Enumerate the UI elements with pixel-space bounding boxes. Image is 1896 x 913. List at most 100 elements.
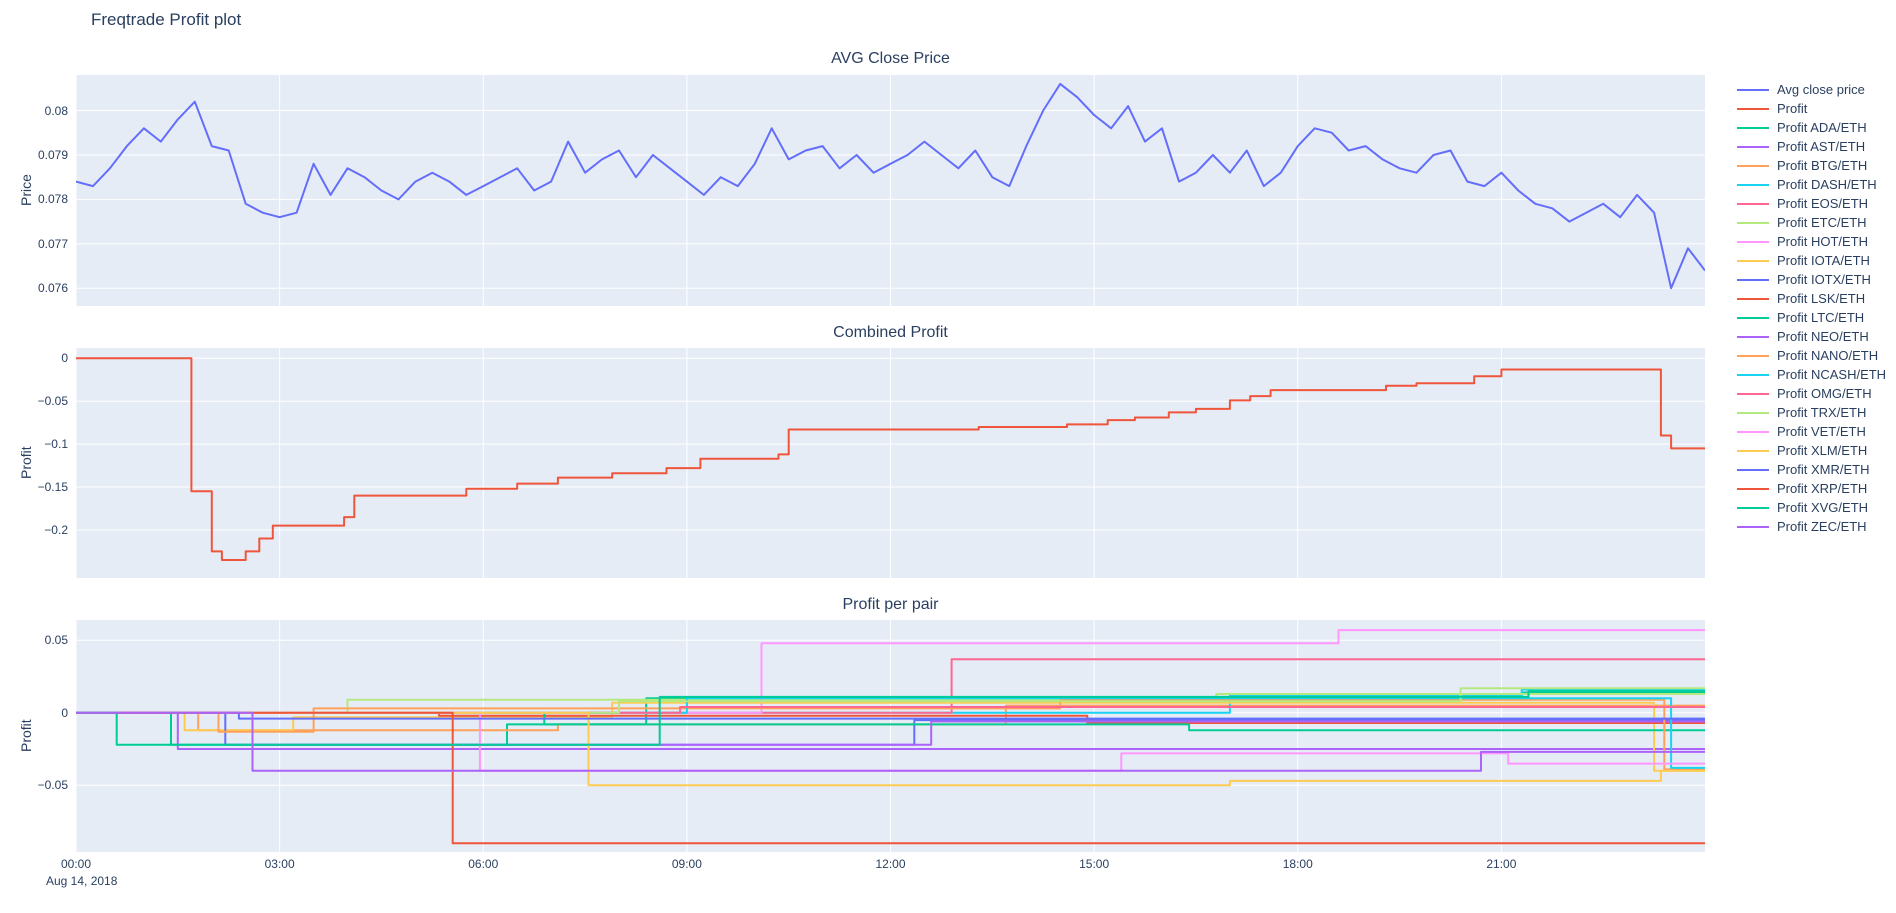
legend-item-profit-zec-eth[interactable]: Profit ZEC/ETH bbox=[1737, 517, 1886, 536]
y-tick-label: 0.077 bbox=[37, 236, 68, 251]
series-line-profit-xrp-eth bbox=[76, 711, 1705, 845]
legend-item-profit-iotx-eth[interactable]: Profit IOTX/ETH bbox=[1737, 270, 1886, 289]
legend-color-line bbox=[1737, 392, 1769, 395]
x-tick-label: 15:00 bbox=[1079, 857, 1110, 871]
legend-item-profit-ncash-eth[interactable]: Profit NCASH/ETH bbox=[1737, 365, 1886, 384]
legend-item-profit-vet-eth[interactable]: Profit VET/ETH bbox=[1737, 422, 1886, 441]
legend-item-profit-xvg-eth[interactable]: Profit XVG/ETH bbox=[1737, 498, 1886, 517]
legend-item-profit-nano-eth[interactable]: Profit NANO/ETH bbox=[1737, 346, 1886, 365]
legend-item-profit-btg-eth[interactable]: Profit BTG/ETH bbox=[1737, 156, 1886, 175]
y-tick-label: 0.08 bbox=[44, 103, 68, 118]
legend-label: Profit TRX/ETH bbox=[1777, 405, 1867, 420]
legend-item-profit-iota-eth[interactable]: Profit IOTA/ETH bbox=[1737, 251, 1886, 270]
legend-color-line bbox=[1737, 297, 1769, 300]
y-tick-label: 0 bbox=[61, 705, 68, 720]
x-axis-date-label: Aug 14, 2018 bbox=[46, 874, 118, 888]
legend-label: Profit LTC/ETH bbox=[1777, 310, 1865, 325]
legend-color-line bbox=[1737, 183, 1769, 186]
legend-label: Profit NCASH/ETH bbox=[1777, 367, 1887, 382]
legend-item-profit-hot-eth[interactable]: Profit HOT/ETH bbox=[1737, 232, 1886, 251]
legend-color-line bbox=[1737, 259, 1769, 262]
legend-item-avg-close-price[interactable]: Avg close price bbox=[1737, 80, 1886, 99]
series-line-profit-xvg-eth bbox=[76, 690, 1705, 746]
legend-item-profit-xrp-eth[interactable]: Profit XRP/ETH bbox=[1737, 479, 1886, 498]
y-tick-label: −0.1 bbox=[44, 437, 68, 452]
legend-item-profit-trx-eth[interactable]: Profit TRX/ETH bbox=[1737, 403, 1886, 422]
legend-color-line bbox=[1737, 487, 1769, 490]
legend-item-profit-ada-eth[interactable]: Profit ADA/ETH bbox=[1737, 118, 1886, 137]
avg-close-price-plot-area[interactable] bbox=[76, 75, 1705, 306]
legend-color-line bbox=[1737, 411, 1769, 414]
series-line-profit-dash-eth bbox=[76, 688, 1705, 714]
legend-label: Profit LSK/ETH bbox=[1777, 291, 1866, 306]
legend-item-profit[interactable]: Profit bbox=[1737, 99, 1886, 118]
x-tick-label: 21:00 bbox=[1486, 857, 1517, 871]
legend-label: Profit IOTA/ETH bbox=[1777, 253, 1870, 268]
legend-color-line bbox=[1737, 525, 1769, 528]
y-axis-title-profit-pairs: Profit bbox=[18, 719, 34, 753]
plot-canvas-avg-close-price[interactable] bbox=[76, 75, 1705, 306]
series-line-profit-xlm-eth bbox=[76, 711, 1705, 787]
plot-canvas-combined-profit[interactable] bbox=[76, 348, 1705, 578]
legend-item-profit-omg-eth[interactable]: Profit OMG/ETH bbox=[1737, 384, 1886, 403]
figure-title: Freqtrade Profit plot bbox=[91, 10, 242, 29]
legend-item-profit-ast-eth[interactable]: Profit AST/ETH bbox=[1737, 137, 1886, 156]
legend-item-profit-neo-eth[interactable]: Profit NEO/ETH bbox=[1737, 327, 1886, 346]
legend-label: Profit VET/ETH bbox=[1777, 424, 1866, 439]
legend-label: Profit XRP/ETH bbox=[1777, 481, 1868, 496]
legend-label: Profit HOT/ETH bbox=[1777, 234, 1869, 249]
legend-item-profit-lsk-eth[interactable]: Profit LSK/ETH bbox=[1737, 289, 1886, 308]
y-tick-label: 0.05 bbox=[44, 633, 68, 648]
legend-label: Profit ETC/ETH bbox=[1777, 215, 1867, 230]
panel-title-profit-per-pair: Profit per pair bbox=[842, 596, 939, 613]
legend-color-line bbox=[1737, 354, 1769, 357]
x-tick-label: 06:00 bbox=[468, 857, 499, 871]
legend-item-profit-xlm-eth[interactable]: Profit XLM/ETH bbox=[1737, 441, 1886, 460]
legend-color-line bbox=[1737, 88, 1769, 91]
panel-title-combined-profit: Combined Profit bbox=[833, 324, 948, 341]
series-line-profit-vet-eth bbox=[76, 711, 1705, 772]
legend-item-profit-etc-eth[interactable]: Profit ETC/ETH bbox=[1737, 213, 1886, 232]
combined-profit-plot-area[interactable] bbox=[76, 348, 1705, 578]
x-tick-label: 00:00 bbox=[60, 857, 92, 871]
x-tick-label: 18:00 bbox=[1282, 857, 1313, 871]
legend-color-line bbox=[1737, 430, 1769, 433]
y-tick-label: −0.2 bbox=[44, 522, 68, 537]
legend-item-profit-eos-eth[interactable]: Profit EOS/ETH bbox=[1737, 194, 1886, 213]
legend-label: Profit ZEC/ETH bbox=[1777, 519, 1867, 534]
legend-label: Profit BTG/ETH bbox=[1777, 158, 1868, 173]
legend-color-line bbox=[1737, 202, 1769, 205]
legend-item-profit-xmr-eth[interactable]: Profit XMR/ETH bbox=[1737, 460, 1886, 479]
series-line-avg-close-price bbox=[76, 82, 1705, 290]
legend-color-line bbox=[1737, 373, 1769, 376]
profit-per-pair-plot-area[interactable] bbox=[76, 620, 1705, 852]
legend-color-line bbox=[1737, 506, 1769, 509]
legend-color-line bbox=[1737, 449, 1769, 452]
legend-label: Profit ADA/ETH bbox=[1777, 120, 1867, 135]
series-line-profit bbox=[76, 357, 1705, 561]
legend-color-line bbox=[1737, 164, 1769, 167]
legend-label: Profit XLM/ETH bbox=[1777, 443, 1868, 458]
legend-color-line bbox=[1737, 126, 1769, 129]
legend-label: Profit XVG/ETH bbox=[1777, 500, 1869, 515]
legend-label: Profit bbox=[1777, 101, 1808, 116]
legend-label: Profit AST/ETH bbox=[1777, 139, 1866, 154]
legend-color-line bbox=[1737, 221, 1769, 224]
y-tick-label: 0.079 bbox=[37, 147, 68, 162]
legend-label: Profit OMG/ETH bbox=[1777, 386, 1872, 401]
legend-label: Profit IOTX/ETH bbox=[1777, 272, 1871, 287]
series-line-profit-zec-eth bbox=[76, 711, 1705, 772]
y-tick-label: −0.05 bbox=[37, 394, 68, 409]
legend-color-line bbox=[1737, 468, 1769, 471]
legend: Avg close price Profit Profit ADA/ETH Profi… bbox=[1737, 80, 1886, 536]
y-tick-label: 0 bbox=[61, 351, 68, 366]
legend-color-line bbox=[1737, 107, 1769, 110]
legend-label: Profit EOS/ETH bbox=[1777, 196, 1869, 211]
legend-item-profit-dash-eth[interactable]: Profit DASH/ETH bbox=[1737, 175, 1886, 194]
y-tick-label: 0.076 bbox=[37, 281, 68, 296]
legend-item-profit-ltc-eth[interactable]: Profit LTC/ETH bbox=[1737, 308, 1886, 327]
legend-color-line bbox=[1737, 145, 1769, 148]
plot-canvas-profit-per-pair[interactable] bbox=[76, 620, 1705, 852]
panel-title-avg-close-price: AVG Close Price bbox=[831, 50, 950, 67]
